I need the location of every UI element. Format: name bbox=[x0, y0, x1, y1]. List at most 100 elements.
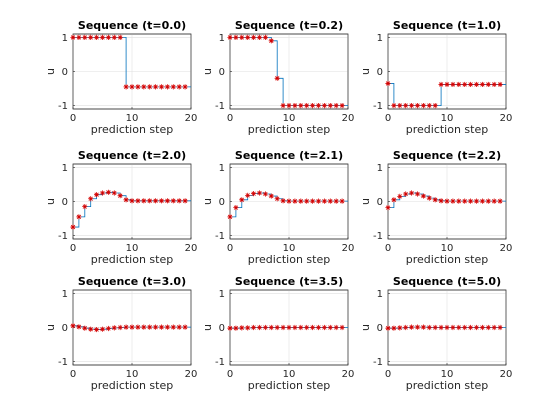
data-point bbox=[491, 198, 497, 204]
data-point bbox=[321, 198, 327, 204]
subplot-title: Sequence (t=2.0) bbox=[78, 149, 186, 162]
data-point bbox=[245, 192, 251, 198]
x-tick-label: 0 bbox=[227, 243, 233, 254]
data-point bbox=[88, 34, 94, 41]
data-point bbox=[129, 324, 135, 330]
data-point bbox=[292, 102, 298, 109]
y-axis-label: u bbox=[201, 324, 214, 331]
data-point bbox=[497, 324, 503, 331]
x-tick-label: 0 bbox=[227, 369, 233, 380]
y-tick-label: -1 bbox=[215, 231, 225, 242]
x-tick-label: 10 bbox=[126, 369, 139, 380]
data-point bbox=[153, 198, 159, 204]
data-point bbox=[82, 34, 88, 41]
x-tick-label: 20 bbox=[185, 243, 198, 254]
x-tick-label: 0 bbox=[70, 243, 76, 254]
data-point bbox=[117, 324, 123, 331]
y-axis-label: u bbox=[359, 68, 372, 75]
data-point bbox=[327, 198, 333, 204]
data-point bbox=[227, 34, 233, 41]
subplot-title: Sequence (t=1.0) bbox=[393, 19, 501, 32]
x-tick-label: 0 bbox=[70, 369, 76, 380]
y-tick-label: 1 bbox=[62, 163, 68, 174]
data-point bbox=[491, 324, 497, 331]
y-tick-label: 1 bbox=[377, 163, 383, 174]
data-point bbox=[333, 102, 339, 109]
data-point bbox=[315, 102, 322, 109]
x-tick-label: 10 bbox=[441, 369, 454, 380]
data-point bbox=[385, 325, 391, 331]
data-point bbox=[438, 324, 444, 331]
data-point bbox=[164, 198, 170, 204]
data-point bbox=[251, 34, 257, 41]
subplot-title: Sequence (t=3.5) bbox=[235, 275, 343, 288]
data-point bbox=[485, 198, 491, 204]
data-point bbox=[123, 197, 129, 203]
data-point bbox=[105, 34, 111, 41]
x-tick-label: 10 bbox=[283, 113, 296, 124]
data-point bbox=[298, 324, 304, 331]
x-axis-label: prediction step bbox=[248, 379, 330, 392]
data-point bbox=[456, 198, 462, 204]
x-axis-label: prediction step bbox=[406, 253, 488, 266]
y-tick-label: 0 bbox=[62, 323, 68, 334]
data-point bbox=[497, 81, 503, 88]
data-point bbox=[268, 193, 274, 199]
data-point bbox=[432, 324, 438, 331]
subplot-title: Sequence (t=3.0) bbox=[78, 275, 186, 288]
data-point bbox=[339, 324, 345, 331]
axes-border bbox=[229, 33, 349, 110]
stair-line bbox=[73, 37, 191, 88]
data-point bbox=[473, 81, 480, 88]
data-point bbox=[462, 324, 468, 331]
subplot-title: Sequence (t=2.1) bbox=[235, 149, 343, 162]
y-tick-label: 1 bbox=[377, 289, 383, 300]
data-point bbox=[310, 198, 316, 204]
data-point bbox=[182, 324, 188, 330]
data-point bbox=[321, 102, 327, 109]
data-point bbox=[339, 102, 345, 109]
data-point bbox=[327, 102, 333, 109]
axes-border bbox=[387, 33, 507, 110]
data-point bbox=[485, 81, 491, 88]
data-point bbox=[420, 193, 426, 199]
data-point bbox=[403, 102, 409, 109]
x-axis-label: prediction step bbox=[406, 379, 488, 392]
subplot-title: Sequence (t=2.2) bbox=[393, 149, 501, 162]
data-point bbox=[262, 191, 268, 197]
data-point bbox=[403, 324, 409, 331]
data-point bbox=[450, 81, 456, 88]
data-point bbox=[420, 102, 426, 109]
data-point bbox=[420, 324, 426, 330]
data-point bbox=[286, 324, 292, 331]
data-point bbox=[82, 325, 88, 331]
data-point bbox=[280, 198, 286, 204]
data-point bbox=[479, 81, 485, 88]
data-point bbox=[391, 102, 397, 109]
data-point bbox=[292, 324, 298, 331]
data-point bbox=[94, 192, 100, 198]
y-tick-label: 1 bbox=[219, 33, 225, 44]
x-axis-label: prediction step bbox=[91, 253, 173, 266]
data-point bbox=[111, 34, 117, 41]
data-point bbox=[468, 198, 474, 204]
data-point bbox=[298, 102, 304, 109]
data-point bbox=[164, 324, 170, 330]
data-point bbox=[391, 325, 397, 331]
data-point bbox=[286, 102, 292, 109]
data-point bbox=[426, 195, 432, 201]
data-point bbox=[147, 324, 153, 330]
data-point bbox=[70, 34, 76, 41]
x-axis-label: prediction step bbox=[248, 123, 330, 136]
x-tick-label: 10 bbox=[283, 369, 296, 380]
data-point bbox=[479, 324, 485, 331]
data-point bbox=[298, 198, 304, 204]
data-point bbox=[426, 102, 432, 109]
data-point bbox=[491, 81, 497, 88]
data-point bbox=[245, 325, 251, 331]
data-point bbox=[176, 198, 182, 204]
